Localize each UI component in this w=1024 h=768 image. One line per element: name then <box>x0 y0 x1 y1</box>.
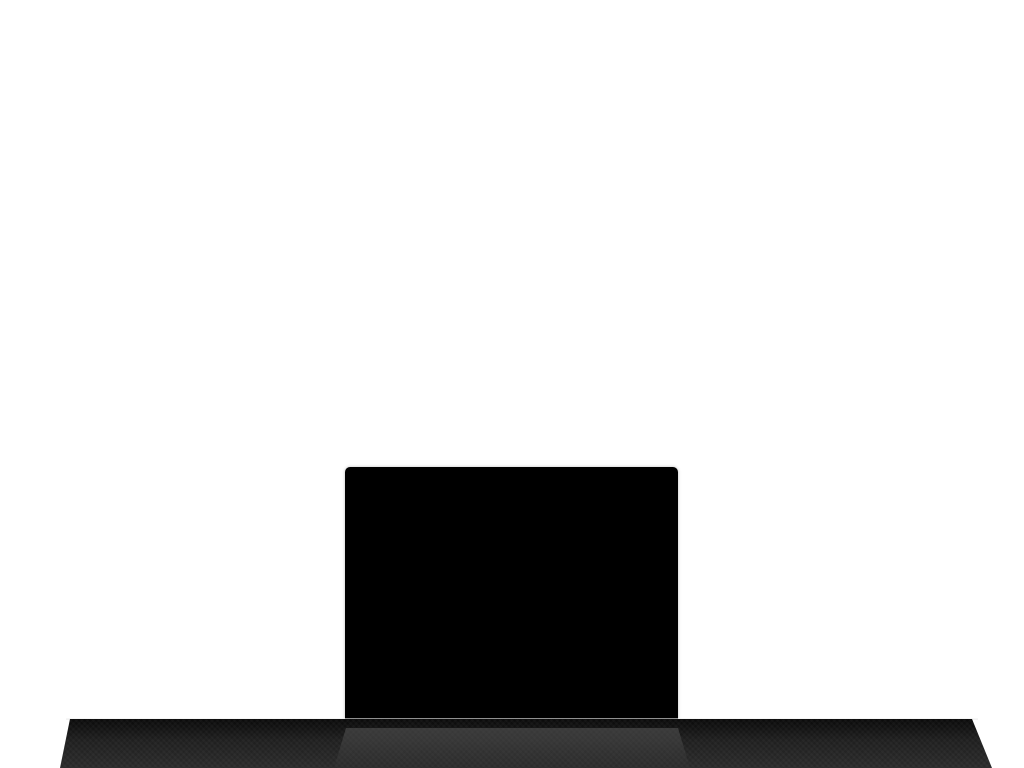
black-window[interactable] <box>345 467 678 729</box>
window-reflection <box>334 728 690 768</box>
